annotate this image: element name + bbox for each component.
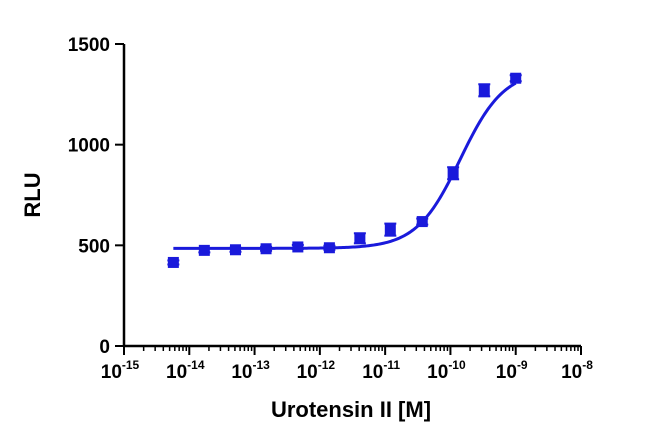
data-points (167, 72, 522, 268)
x-tick-label: 10-14 (166, 358, 205, 383)
data-point (291, 241, 304, 253)
x-tick-label-base: 10 (427, 362, 448, 383)
data-point (353, 232, 366, 245)
data-marker (478, 84, 490, 96)
data-point (478, 83, 491, 98)
x-tick-label-exponent: -8 (582, 358, 593, 372)
data-marker (510, 72, 522, 84)
y-tick-label: 500 (78, 236, 110, 257)
data-marker (260, 243, 272, 255)
x-tick-label-exponent: -13 (252, 358, 270, 372)
fit-curve (173, 81, 517, 250)
data-point (167, 256, 180, 268)
x-tick-label: 10-10 (427, 358, 466, 383)
data-marker (384, 224, 396, 236)
data-marker (416, 216, 428, 228)
y-tick-label: 1000 (68, 136, 110, 157)
x-tick-label: 10-11 (362, 358, 400, 383)
x-tick-label-base: 10 (231, 362, 252, 383)
x-axis-title: Urotensin II [M] (271, 397, 431, 422)
x-tick-label-base: 10 (297, 362, 318, 383)
x-tick-label-base: 10 (496, 362, 517, 383)
x-tick-label-exponent: -11 (383, 358, 400, 372)
data-marker (447, 167, 459, 179)
data-point (229, 244, 242, 256)
data-point (384, 222, 397, 237)
y-axis-title: RLU (20, 172, 45, 217)
y-tick-label: 1500 (68, 35, 110, 56)
x-tick-label-base: 10 (101, 362, 122, 383)
x-tick-label: 10-8 (561, 358, 593, 383)
data-marker (292, 241, 304, 253)
data-point (509, 72, 522, 84)
x-tick-label-base: 10 (362, 362, 383, 383)
x-tick-label-base: 10 (166, 362, 187, 383)
data-marker (354, 232, 366, 244)
data-point (323, 242, 336, 254)
x-tick-label: 10-13 (231, 358, 270, 383)
x-tick-label-exponent: -9 (517, 358, 528, 372)
y-tick-label: 0 (99, 337, 110, 358)
x-tick-label: 10-9 (496, 358, 528, 383)
x-tick-label: 10-12 (297, 358, 336, 383)
x-axis: 10-15 10-14 10-13 10-12 10-11 10-10 10-9 10-8 (101, 344, 593, 383)
data-marker (323, 242, 335, 254)
x-tick-label-base: 10 (561, 362, 582, 383)
y-axis: 0 500 1000 1500 (68, 35, 126, 358)
data-marker (198, 244, 210, 256)
data-marker (167, 256, 179, 268)
x-tick-label-exponent: -12 (318, 358, 336, 372)
data-point (447, 166, 460, 181)
data-point (260, 243, 273, 255)
data-marker (229, 244, 241, 256)
x-tick-label: 10-15 (101, 358, 140, 383)
data-point (198, 244, 211, 256)
x-tick-label-exponent: -14 (187, 358, 205, 372)
x-ticks: 10-15 10-14 10-13 10-12 10-11 10-10 10-9 10-8 (101, 346, 593, 383)
x-tick-label-exponent: -10 (448, 358, 466, 372)
data-point (416, 216, 429, 228)
y-ticks: 0 500 1000 1500 (68, 35, 124, 358)
x-tick-label-exponent: -15 (122, 358, 140, 372)
